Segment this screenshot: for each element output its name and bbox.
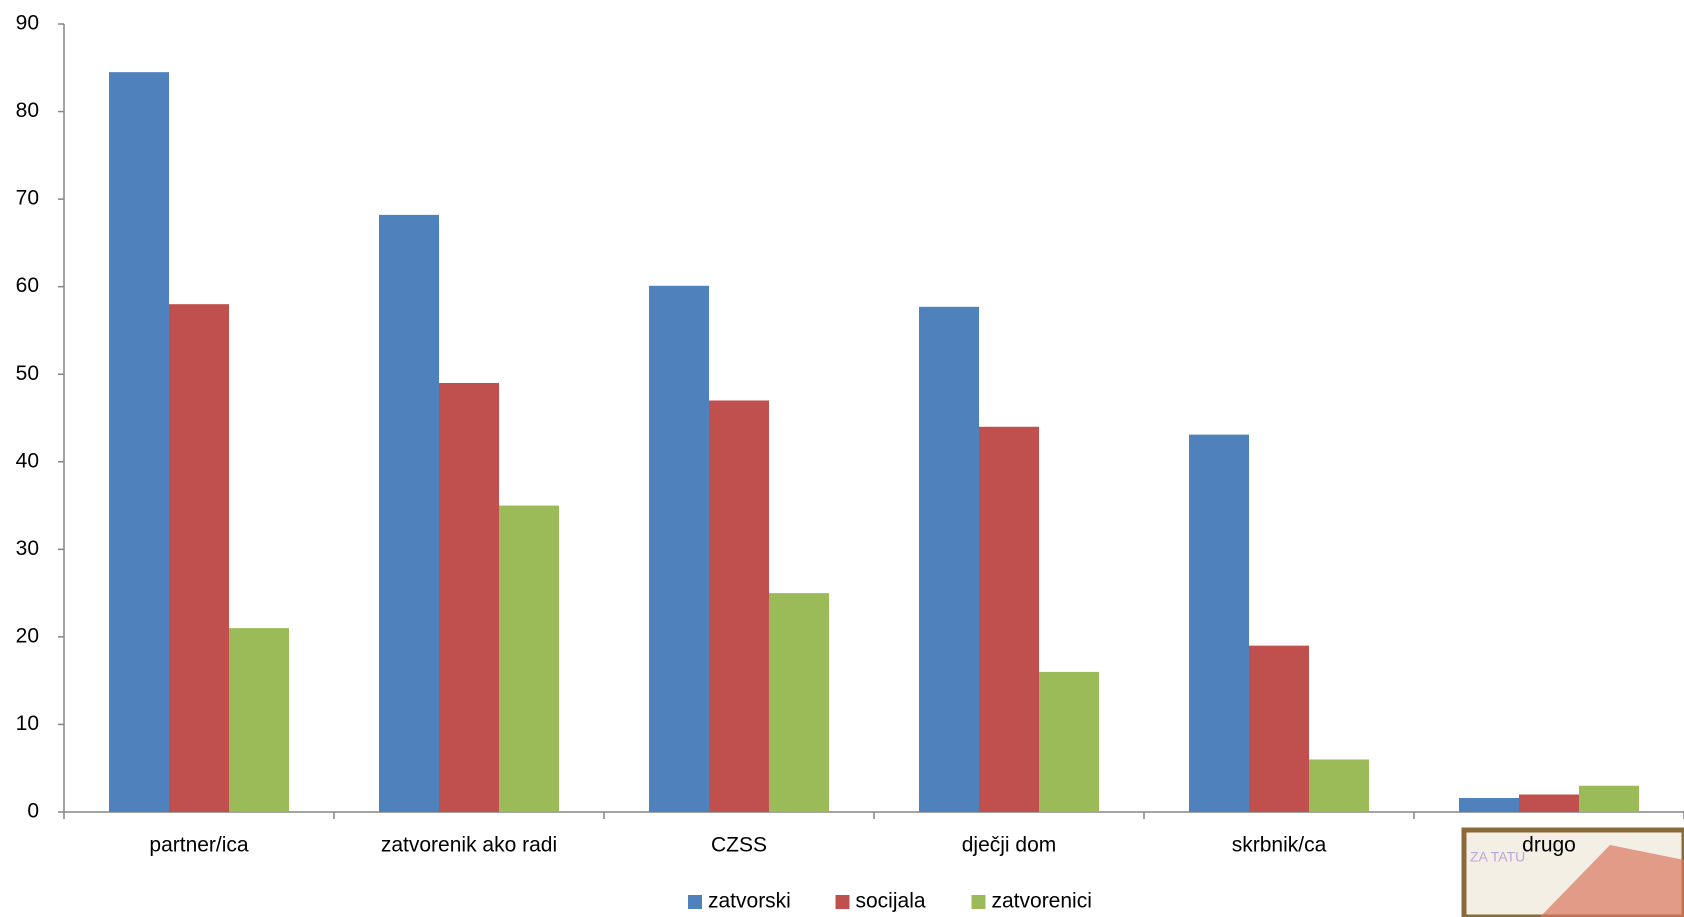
bar bbox=[709, 400, 769, 812]
bar bbox=[979, 426, 1039, 812]
legend-swatch bbox=[971, 895, 986, 909]
y-tick-label: 90 bbox=[16, 12, 39, 35]
y-tick-label: 40 bbox=[16, 449, 39, 472]
y-tick-label: 10 bbox=[16, 712, 39, 735]
x-tick-label: drugo bbox=[1522, 834, 1576, 857]
y-tick-label: 20 bbox=[16, 624, 39, 647]
y-tick-label: 30 bbox=[16, 537, 39, 560]
y-tick-label: 60 bbox=[16, 274, 39, 297]
x-tick-label: CZSS bbox=[711, 834, 767, 857]
bar bbox=[1309, 759, 1369, 812]
bar bbox=[169, 304, 229, 812]
bar bbox=[229, 628, 289, 812]
bar bbox=[769, 593, 829, 812]
bar bbox=[499, 505, 559, 812]
legend-swatch bbox=[835, 895, 850, 909]
bar bbox=[1519, 794, 1579, 812]
bar bbox=[109, 72, 169, 812]
corner-picture: ZA TATU bbox=[1461, 827, 1684, 917]
legend-label: zatvorski bbox=[708, 890, 791, 913]
y-tick-label: 50 bbox=[16, 362, 39, 385]
bar bbox=[919, 306, 979, 812]
bar bbox=[1579, 785, 1639, 812]
x-tick-label: zatvorenik ako radi bbox=[381, 834, 557, 857]
bar bbox=[379, 214, 439, 813]
svg-text:ZA TATU: ZA TATU bbox=[1470, 849, 1525, 865]
y-tick-label: 0 bbox=[27, 800, 39, 823]
legend-label: socijala bbox=[856, 890, 926, 913]
legend-swatch bbox=[688, 895, 702, 909]
y-tick-label: 80 bbox=[16, 99, 39, 122]
bar bbox=[1189, 434, 1249, 812]
bar bbox=[1459, 797, 1519, 812]
x-tick-label: skrbnik/ca bbox=[1232, 834, 1327, 857]
bar bbox=[649, 285, 709, 812]
bar bbox=[1039, 671, 1099, 812]
bar bbox=[1249, 645, 1309, 812]
bar bbox=[439, 382, 499, 812]
x-tick-label: partner/ica bbox=[149, 834, 249, 857]
x-tick-label: dječji dom bbox=[962, 834, 1057, 857]
legend-label: zatvorenici bbox=[992, 890, 1092, 913]
y-tick-label: 70 bbox=[16, 187, 39, 210]
